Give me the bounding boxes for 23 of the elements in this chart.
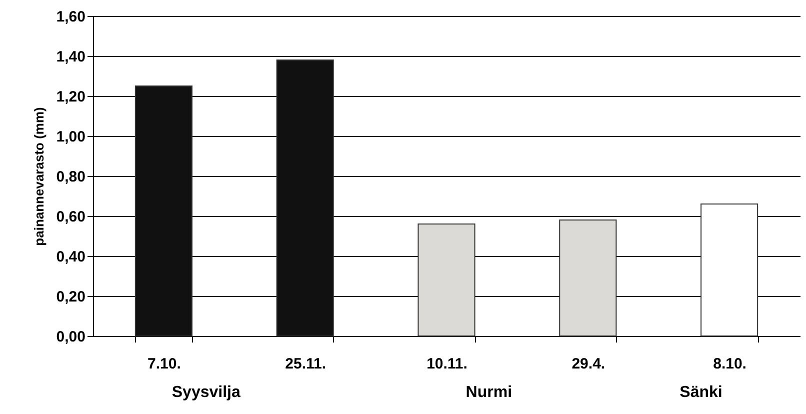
x-tick-label: 7.10.	[148, 356, 181, 372]
x-tick-label: 25.11.	[285, 356, 326, 372]
y-tick-label: 0,20	[56, 288, 86, 306]
bar	[700, 204, 758, 336]
x-tick-label: 10.11.	[426, 356, 468, 372]
y-axis-title: painannevarasto (mm)	[31, 107, 46, 246]
x-tick-label: 29.4.	[572, 356, 606, 372]
bar	[134, 86, 192, 336]
y-tick-label: 1,00	[56, 128, 86, 146]
text: Nurmi	[466, 384, 512, 401]
y-tick-label: 1,60	[56, 8, 86, 26]
bar	[418, 224, 476, 336]
y-tick-label: 1,20	[56, 88, 86, 106]
bar	[559, 220, 617, 336]
y-tick-label: 0,40	[56, 248, 86, 266]
y-tick-label: 1,40	[56, 48, 86, 66]
text: Sänki	[680, 384, 722, 401]
y-tick-label: 0,00	[56, 328, 86, 346]
text: Syysvilja	[172, 384, 240, 401]
y-tick-label: 0,60	[56, 208, 86, 226]
x-tick-label: 8.10.	[713, 356, 746, 372]
bar	[276, 60, 334, 336]
y-tick-label: 0,80	[56, 168, 86, 186]
